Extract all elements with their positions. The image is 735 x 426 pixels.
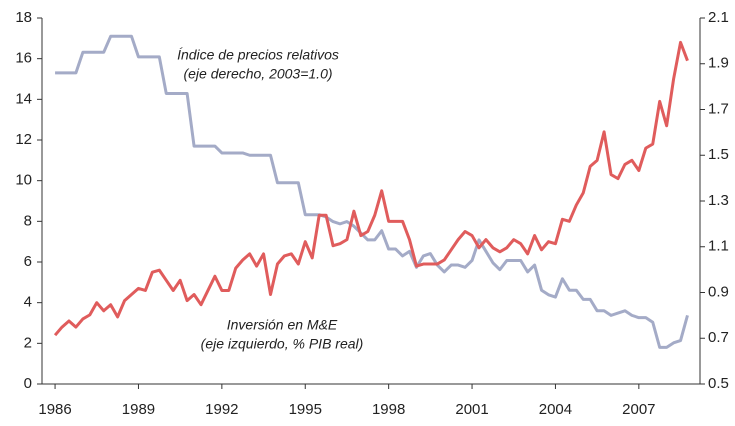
y2-tick-label: 2.1 bbox=[708, 9, 729, 26]
y-tick-label: 18 bbox=[15, 9, 32, 26]
y-tick-label: 14 bbox=[15, 90, 32, 107]
y-tick-label: 10 bbox=[15, 172, 32, 189]
series-line bbox=[55, 34, 689, 349]
y2-tick-label: 1.1 bbox=[708, 238, 729, 255]
x-tick-label: 1986 bbox=[38, 401, 71, 418]
annotation: (eje izquierdo, % PIB real) bbox=[201, 336, 364, 352]
x-tick-label: 2004 bbox=[539, 401, 572, 418]
y2-tick-label: 1.9 bbox=[708, 55, 729, 72]
y-tick-label: 4 bbox=[24, 294, 32, 311]
y2-tick-label: 1.3 bbox=[708, 192, 729, 209]
annotation: Índice de precios relativos bbox=[177, 47, 339, 63]
series-line bbox=[53, 40, 689, 337]
y-tick-label: 16 bbox=[15, 50, 32, 67]
x-tick-label: 2001 bbox=[455, 401, 488, 418]
x-tick-label: 1992 bbox=[205, 401, 238, 418]
y2-tick-label: 1.7 bbox=[708, 100, 729, 117]
y-tick-label: 6 bbox=[24, 253, 32, 270]
x-tick-label: 1998 bbox=[372, 401, 405, 418]
x-tick-label: 1995 bbox=[289, 401, 322, 418]
annotation: Inversión en M&E bbox=[227, 317, 338, 333]
x-tick-label: 2007 bbox=[622, 401, 655, 418]
y2-tick-label: 0.7 bbox=[708, 329, 729, 346]
y2-tick-label: 0.9 bbox=[708, 283, 729, 300]
y-tick-label: 2 bbox=[24, 334, 32, 351]
annotation: (eje derecho, 2003=1.0) bbox=[183, 66, 332, 82]
y-tick-label: 0 bbox=[24, 375, 32, 392]
x-tick-label: 1989 bbox=[122, 401, 155, 418]
y2-tick-label: 0.5 bbox=[708, 375, 729, 392]
y2-tick-label: 1.5 bbox=[708, 146, 729, 163]
y-tick-label: 8 bbox=[24, 212, 32, 229]
y-tick-label: 12 bbox=[15, 131, 32, 148]
